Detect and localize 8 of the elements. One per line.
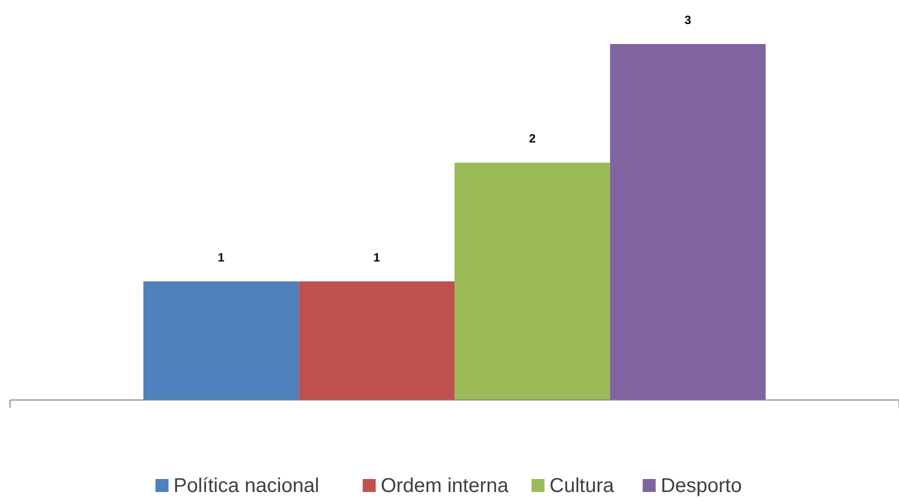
data-label: 3: [684, 13, 692, 27]
data-label: 1: [218, 250, 225, 264]
legend-label: Desporto: [660, 475, 742, 497]
data-label: 1: [373, 250, 380, 264]
legend-label: Política nacional: [174, 475, 320, 497]
legend-label: Ordem interna: [380, 475, 510, 497]
data-label: 2: [528, 132, 536, 146]
legend-label: Cultura: [550, 475, 615, 497]
